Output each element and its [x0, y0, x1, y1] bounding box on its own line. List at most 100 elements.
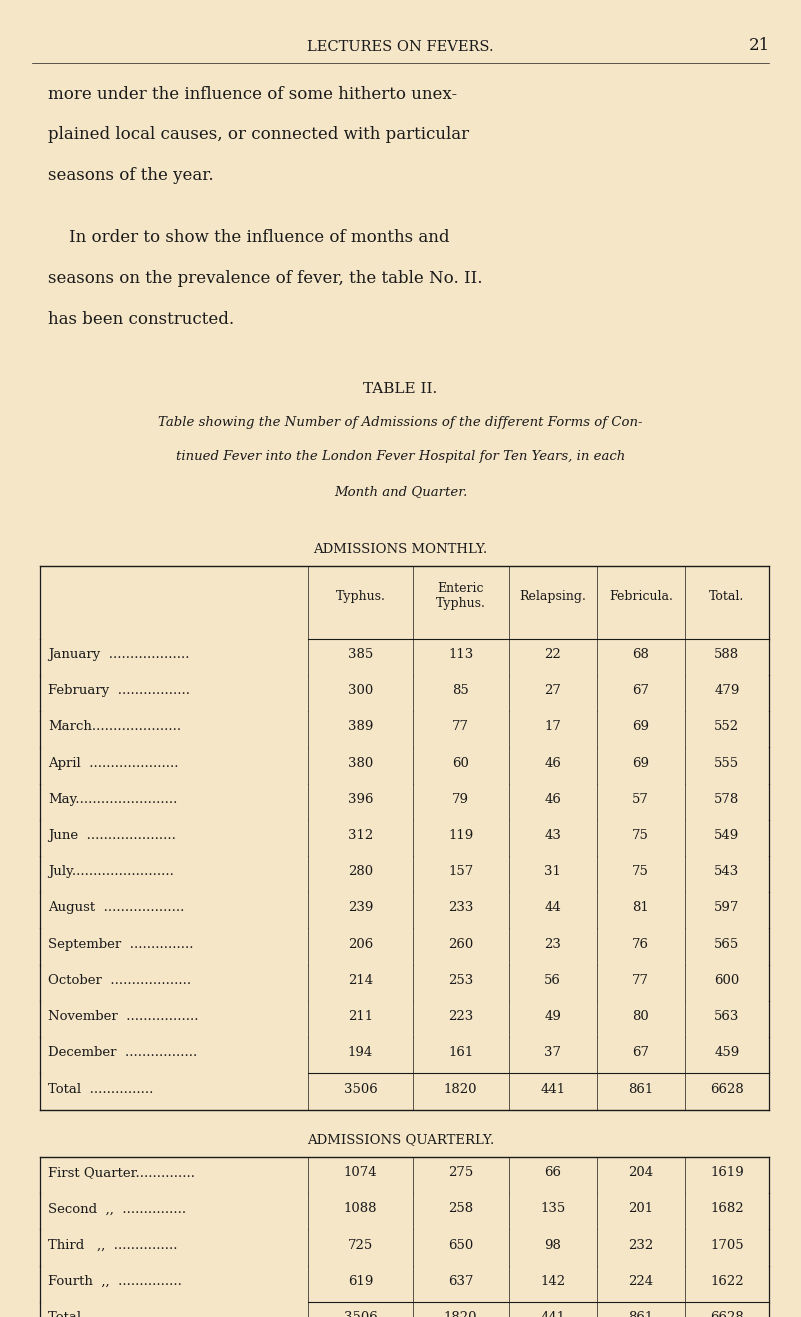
- Text: December  .................: December .................: [48, 1047, 197, 1059]
- Text: 46: 46: [544, 757, 562, 769]
- Text: 389: 389: [348, 720, 373, 734]
- Text: 113: 113: [448, 648, 473, 661]
- Text: 232: 232: [628, 1239, 654, 1251]
- Text: 3506: 3506: [344, 1312, 377, 1317]
- Text: 85: 85: [453, 685, 469, 697]
- Text: 253: 253: [448, 975, 473, 986]
- Text: 37: 37: [544, 1047, 562, 1059]
- Text: 563: 563: [714, 1010, 739, 1023]
- Text: In order to show the influence of months and: In order to show the influence of months…: [48, 229, 449, 246]
- Text: TABLE II.: TABLE II.: [364, 382, 437, 396]
- Text: 60: 60: [452, 757, 469, 769]
- Text: June  .....................: June .....................: [48, 830, 176, 842]
- Text: Febricula.: Febricula.: [609, 590, 673, 603]
- Text: 211: 211: [348, 1010, 373, 1023]
- Text: 650: 650: [448, 1239, 473, 1251]
- Text: 68: 68: [632, 648, 650, 661]
- Text: 385: 385: [348, 648, 373, 661]
- Text: 56: 56: [544, 975, 562, 986]
- Text: Relapsing.: Relapsing.: [519, 590, 586, 603]
- Text: Table showing the Number of Admissions of the different Forms of Con-: Table showing the Number of Admissions o…: [159, 416, 642, 429]
- Text: First Quarter..............: First Quarter..............: [48, 1167, 195, 1179]
- Text: Second  ,,  ...............: Second ,, ...............: [48, 1202, 186, 1216]
- Text: 555: 555: [714, 757, 739, 769]
- Text: 1820: 1820: [444, 1312, 477, 1317]
- Text: 578: 578: [714, 793, 739, 806]
- Text: 619: 619: [348, 1275, 373, 1288]
- Text: 861: 861: [628, 1083, 654, 1096]
- Text: 224: 224: [628, 1275, 654, 1288]
- Text: Total.: Total.: [709, 590, 745, 603]
- Text: March.....................: March.....................: [48, 720, 181, 734]
- Text: 637: 637: [448, 1275, 473, 1288]
- Text: 46: 46: [544, 793, 562, 806]
- Text: 275: 275: [448, 1167, 473, 1179]
- Text: 1619: 1619: [710, 1167, 744, 1179]
- Text: 1820: 1820: [444, 1083, 477, 1096]
- Text: 6628: 6628: [710, 1312, 744, 1317]
- Text: April  .....................: April .....................: [48, 757, 179, 769]
- Text: has been constructed.: has been constructed.: [48, 311, 234, 328]
- Text: 194: 194: [348, 1047, 373, 1059]
- Text: 1705: 1705: [710, 1239, 743, 1251]
- Text: 119: 119: [448, 830, 473, 842]
- Text: more under the influence of some hitherto unex-: more under the influence of some hithert…: [48, 86, 457, 103]
- Text: 1622: 1622: [710, 1275, 743, 1288]
- Text: 69: 69: [632, 757, 650, 769]
- Text: Month and Quarter.: Month and Quarter.: [334, 485, 467, 498]
- Text: 75: 75: [632, 830, 650, 842]
- Text: 43: 43: [544, 830, 562, 842]
- Text: 49: 49: [544, 1010, 562, 1023]
- Text: 27: 27: [544, 685, 562, 697]
- Text: October  ...................: October ...................: [48, 975, 191, 986]
- Text: 21: 21: [749, 37, 771, 54]
- Text: 565: 565: [714, 938, 739, 951]
- Text: ADMISSIONS MONTHLY.: ADMISSIONS MONTHLY.: [313, 543, 488, 556]
- Text: seasons on the prevalence of fever, the table No. II.: seasons on the prevalence of fever, the …: [48, 270, 482, 287]
- Text: Total  ...............: Total ...............: [48, 1083, 154, 1096]
- Text: 66: 66: [544, 1167, 562, 1179]
- Text: 69: 69: [632, 720, 650, 734]
- Text: 597: 597: [714, 902, 739, 914]
- Text: 67: 67: [632, 1047, 650, 1059]
- Text: 77: 77: [452, 720, 469, 734]
- Text: Total  ...............: Total ...............: [48, 1312, 154, 1317]
- Text: 214: 214: [348, 975, 373, 986]
- Text: 157: 157: [448, 865, 473, 878]
- Text: 549: 549: [714, 830, 739, 842]
- Text: September  ...............: September ...............: [48, 938, 194, 951]
- Text: 6628: 6628: [710, 1083, 744, 1096]
- Text: 280: 280: [348, 865, 373, 878]
- Text: February  .................: February .................: [48, 685, 190, 697]
- Text: 233: 233: [448, 902, 473, 914]
- Text: tinued Fever into the London Fever Hospital for Ten Years, in each: tinued Fever into the London Fever Hospi…: [176, 450, 625, 464]
- Text: Third   ,,  ...............: Third ,, ...............: [48, 1239, 178, 1251]
- Text: 380: 380: [348, 757, 373, 769]
- Text: 223: 223: [448, 1010, 473, 1023]
- Text: 31: 31: [544, 865, 562, 878]
- Text: 459: 459: [714, 1047, 739, 1059]
- Text: 206: 206: [348, 938, 373, 951]
- Text: 1074: 1074: [344, 1167, 377, 1179]
- Text: 258: 258: [448, 1202, 473, 1216]
- Text: 441: 441: [540, 1312, 566, 1317]
- Text: 75: 75: [632, 865, 650, 878]
- Text: 142: 142: [540, 1275, 566, 1288]
- Text: 725: 725: [348, 1239, 373, 1251]
- Text: 67: 67: [632, 685, 650, 697]
- Text: August  ...................: August ...................: [48, 902, 184, 914]
- Text: Typhus.: Typhus.: [336, 590, 385, 603]
- Text: LECTURES ON FEVERS.: LECTURES ON FEVERS.: [308, 40, 493, 54]
- Text: July........................: July........................: [48, 865, 174, 878]
- Text: 300: 300: [348, 685, 373, 697]
- Text: 161: 161: [448, 1047, 473, 1059]
- Text: 44: 44: [545, 902, 561, 914]
- Text: 98: 98: [544, 1239, 562, 1251]
- Text: 588: 588: [714, 648, 739, 661]
- Text: 23: 23: [544, 938, 562, 951]
- Text: 1682: 1682: [710, 1202, 743, 1216]
- Text: 57: 57: [632, 793, 650, 806]
- Text: 81: 81: [633, 902, 649, 914]
- Text: 76: 76: [632, 938, 650, 951]
- Text: 17: 17: [544, 720, 562, 734]
